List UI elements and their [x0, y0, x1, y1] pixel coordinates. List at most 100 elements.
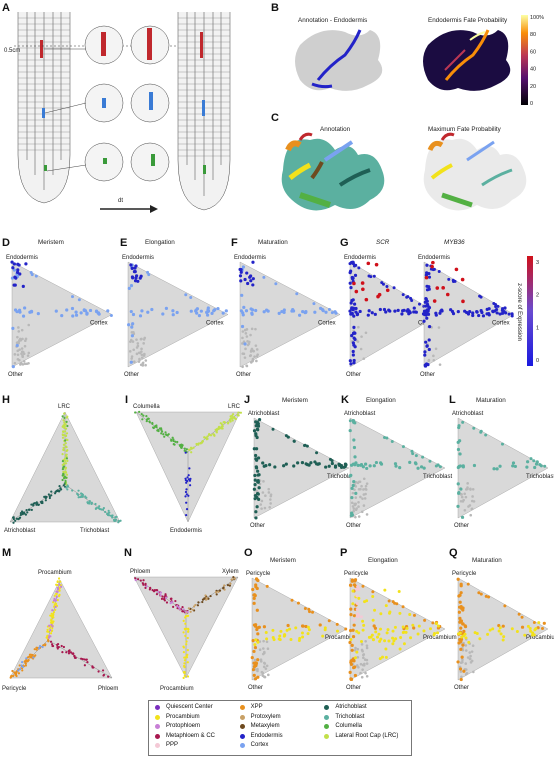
legend-swatch — [239, 705, 245, 710]
panel-letter-m: M — [2, 547, 11, 559]
ternary-m: Procambium Pericycle Phloem — [2, 570, 118, 692]
legend-swatch — [155, 705, 160, 710]
panel-g-title-right: MYB36 — [444, 239, 465, 246]
panel-letter-q: Q — [449, 547, 458, 559]
legend-item: Cortex — [239, 742, 321, 752]
panel-k-title: Elongation — [366, 397, 396, 404]
ternary-q: Pericycle Procambium Other — [452, 571, 554, 691]
panel-b-title-right: Endodermis Fate Probability — [428, 17, 508, 24]
vertex-label-g-bottom: Other — [420, 372, 435, 378]
colorbar-expression-tick: 2 — [536, 293, 539, 299]
colorbar-fate — [521, 15, 528, 105]
vertex-label-h-top: LRC — [58, 404, 71, 410]
panel-c-title-left: Annotation — [320, 126, 351, 133]
vertex-label-n-bottom: Procambium — [160, 686, 194, 692]
legend-label: Metaphloem & CC — [166, 732, 216, 739]
panel-letter-d: D — [2, 237, 10, 249]
ternary-e: Endodermis Cortex Other — [122, 255, 229, 378]
vertex-label-o-top: Pericycle — [246, 571, 271, 577]
ternary-k: Atrichoblast Trichoblast Other — [344, 411, 452, 529]
vertex-label-k-right: Trichoblast — [423, 474, 452, 480]
panel-p-title: Elongation — [368, 557, 398, 564]
legend-swatch — [155, 733, 160, 739]
vertex-label-g-top: Endodermis — [344, 255, 376, 261]
legend-item: Atrichoblast — [324, 704, 405, 714]
legend-label: PPP — [166, 742, 179, 748]
legend-swatch — [155, 724, 160, 729]
panel-letter-i: I — [125, 394, 128, 406]
vertex-label-q-right: Procambium — [526, 635, 554, 641]
ternary-h: LRC Atrichoblast Trichoblast — [4, 404, 122, 534]
legend-label: Atrichoblast — [335, 704, 367, 710]
ternary-n: Phloem Xylem Procambium — [130, 569, 239, 692]
legend-swatch — [155, 743, 160, 748]
vertex-label-j-bottom: Other — [250, 523, 265, 529]
vertex-label-d-top: Endodermis — [6, 255, 38, 261]
vertex-label-g-bottom: Other — [346, 372, 361, 378]
vertex-label-q-bottom: Other — [454, 685, 469, 691]
panel-letter-o: O — [244, 547, 253, 559]
panel-letter-p: P — [340, 547, 347, 559]
vertex-label-l-right: Trichoblast — [526, 474, 554, 480]
root-diagram-left — [17, 12, 71, 204]
legend-swatch — [239, 743, 245, 748]
legend-swatch — [239, 714, 245, 720]
legend-label: Cortex — [250, 742, 269, 748]
vertex-label-e-bottom: Other — [124, 372, 139, 378]
time-arrow — [100, 205, 158, 213]
legend-swatch — [324, 705, 330, 710]
vertex-label-n-left: Phloem — [130, 569, 150, 575]
vertex-label-e-right: Cortex — [206, 321, 224, 327]
vertex-label-l-bottom: Other — [454, 523, 469, 529]
panel-g-title-left: SCR — [376, 239, 390, 246]
vertex-label-d-right: Cortex — [90, 321, 108, 327]
vertex-label-q-top: Pericycle — [452, 571, 477, 577]
legend-swatch — [324, 724, 330, 729]
legend-item: Trichoblast — [324, 714, 405, 724]
vertex-label-p-right: Procambium — [423, 635, 457, 641]
umap-annotation — [281, 132, 385, 211]
vertex-label-k-bottom: Other — [346, 523, 361, 529]
ternary-d: Endodermis Cortex Other — [6, 255, 113, 378]
legend-label: Trichoblast — [335, 713, 365, 720]
legend-label: Quiescent Center — [166, 704, 213, 710]
panel-q-title: Maturation — [472, 557, 502, 564]
vertex-label-m-left: Pericycle — [2, 686, 27, 692]
panel-o-title: Meristem — [270, 557, 296, 564]
panel-letter-h: H — [2, 394, 10, 406]
legend-swatch — [239, 733, 245, 739]
vertex-label-l-top: Atrichoblast — [452, 411, 484, 417]
colorbar-fate-tick: 80 — [530, 32, 536, 38]
panel-e-title: Elongation — [145, 239, 175, 246]
vertex-label-j-top: Atrichoblast — [248, 411, 280, 417]
umap-endodermis-annotation — [295, 29, 383, 91]
panel-letter-a: A — [2, 2, 10, 14]
time-label: dt — [118, 198, 123, 204]
vertex-label-g-top: Endodermis — [418, 255, 450, 261]
legend-label: Lateral Root Cap (LRC) — [335, 732, 399, 739]
vertex-label-o-right: Procambium — [325, 635, 359, 641]
legend-swatch — [155, 714, 160, 720]
vertex-label-p-top: Pericycle — [344, 571, 369, 577]
panel-d-title: Meristem — [38, 239, 64, 246]
panel-letter-g: G — [340, 237, 349, 249]
cell-type-legend: Quiescent Center Procambium Protophloem Met… — [148, 700, 412, 756]
legend-label: Columella — [335, 723, 363, 729]
panel-letter-b: B — [271, 2, 279, 14]
legend-item: XPP — [239, 704, 321, 714]
legend-item: Endodermis — [239, 733, 321, 743]
panel-letter-f: F — [231, 237, 238, 249]
legend-item: Metaxylem — [239, 723, 321, 733]
colorbar-fate-tick: 100% — [530, 15, 544, 21]
vertex-label-f-right: Cortex — [318, 321, 336, 327]
ternary-i: Columella LRC Endodermis — [133, 404, 243, 534]
vertex-label-e-top: Endodermis — [122, 255, 154, 261]
vertex-label-n-right: Xylem — [222, 569, 239, 575]
colorbar-expression-tick: 3 — [536, 260, 539, 266]
panel-letter-j: J — [244, 394, 250, 406]
legend-swatch — [324, 733, 330, 739]
panel-letter-l: L — [449, 394, 456, 406]
legend-label: Protoxylem — [250, 713, 281, 720]
legend-item: Quiescent Center — [155, 704, 236, 714]
